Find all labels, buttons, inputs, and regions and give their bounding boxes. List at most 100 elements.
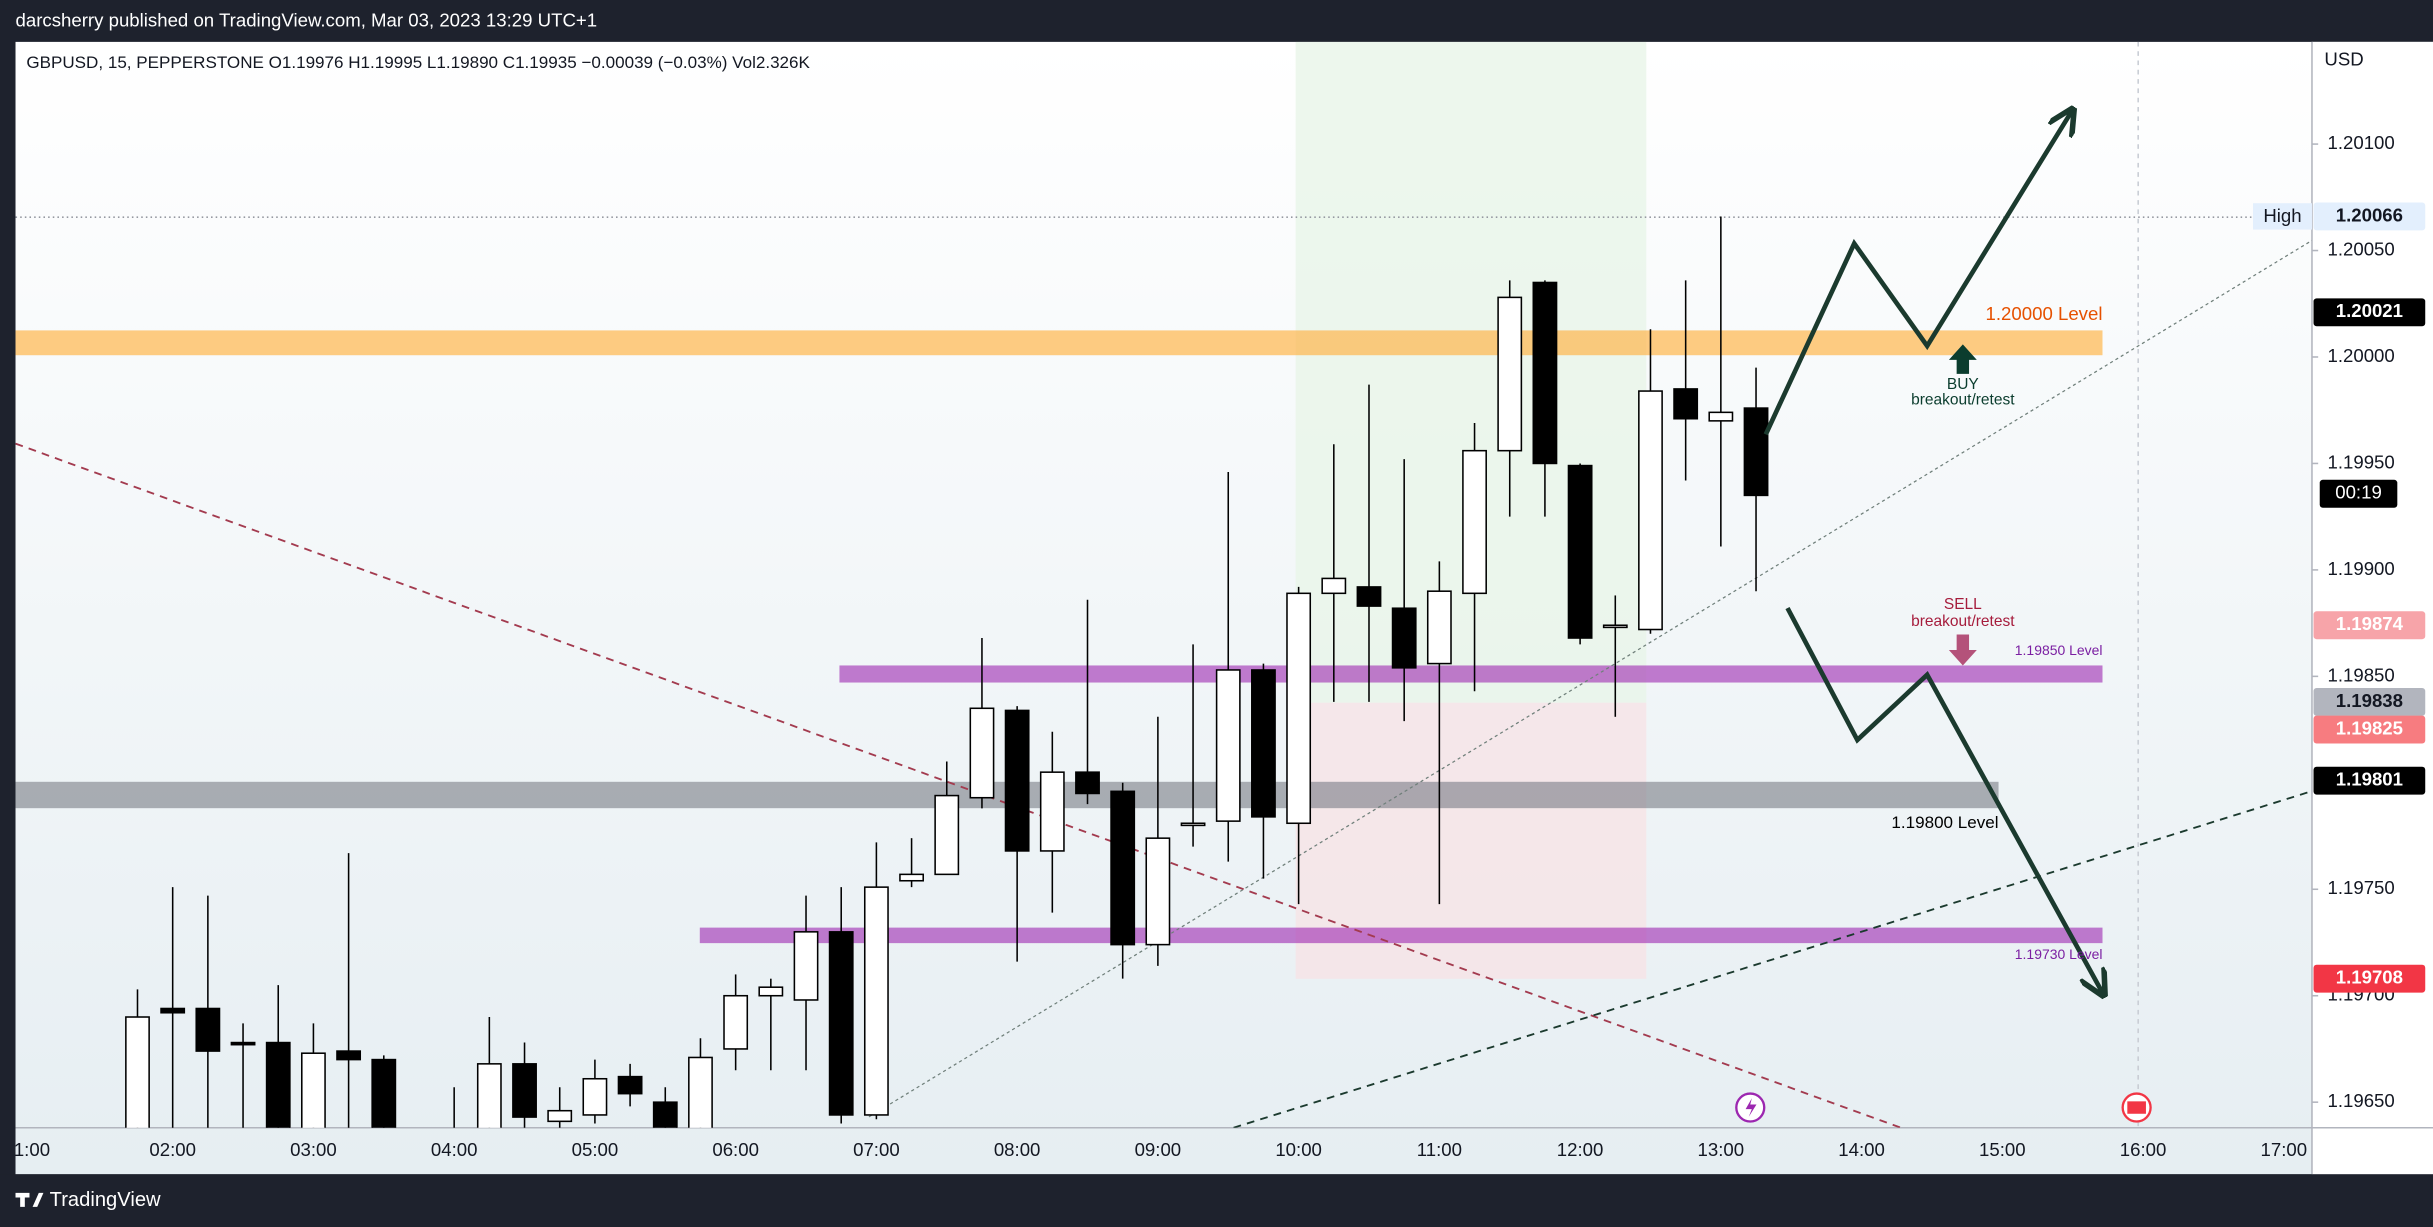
candle-body <box>1251 669 1276 818</box>
y-tick-label: 1.19850 <box>2327 664 2394 685</box>
candle-body <box>512 1063 537 1118</box>
flag <box>2127 1101 2146 1114</box>
candle-body <box>265 1041 291 1128</box>
candle-body <box>1673 388 1699 420</box>
x-tick-label: 17:00 <box>2261 1139 2308 1160</box>
sell-label: breakout/retest <box>1911 613 2015 630</box>
level-label: 1.19800 Level <box>1891 813 1998 832</box>
y-tick-label: 1.19950 <box>2327 451 2394 472</box>
price-tag <box>2313 202 2426 231</box>
buy-arrow <box>1948 344 1977 374</box>
currency: USD <box>2324 48 2363 69</box>
x-tick-label: 16:00 <box>2120 1139 2167 1160</box>
high-label: High <box>2263 205 2301 226</box>
candle-body <box>1004 709 1030 852</box>
price-tag <box>2313 715 2426 744</box>
x-tick-label: 10:00 <box>1275 1139 1322 1160</box>
publish-header: darcsherry published on TradingView.com,… <box>16 10 598 31</box>
price-tag-label: 1.19838 <box>2336 690 2403 711</box>
candle-body <box>617 1075 643 1095</box>
x-tick-label: 05:00 <box>572 1139 619 1160</box>
candle-body <box>1532 281 1558 465</box>
x-tick-label: 11:00 <box>1417 1139 1462 1160</box>
candle-body <box>1602 624 1628 629</box>
price-tag <box>2313 611 2426 640</box>
x-tick-label: 03:00 <box>290 1139 337 1160</box>
x-tick-label: 1:00 <box>14 1139 50 1160</box>
long-zone <box>1295 41 1647 703</box>
candle-body <box>195 1007 221 1052</box>
trend-line <box>868 239 2312 1118</box>
candle-body <box>1391 607 1417 669</box>
price-tag-label: 1.20021 <box>2336 300 2403 321</box>
candle-body <box>301 1052 326 1128</box>
buy-label: BUY <box>1947 376 1979 393</box>
price-tag <box>2313 298 2426 327</box>
projection-arrow <box>1763 112 2072 436</box>
level-band <box>699 927 2103 944</box>
footer-bar <box>0 1174 2433 1227</box>
x-tick-label: 04:00 <box>431 1139 478 1160</box>
candle-body <box>1356 586 1382 607</box>
buy-label: breakout/retest <box>1911 391 2015 408</box>
price-tag <box>2313 766 2426 795</box>
price-tag-label: 1.19874 <box>2336 613 2404 634</box>
x-tick-label: 13:00 <box>1698 1139 1745 1160</box>
candle-body <box>582 1077 608 1116</box>
candle-body <box>1426 590 1452 665</box>
price-tag-label: 1.20066 <box>2336 204 2403 225</box>
countdown-tag <box>2319 479 2398 508</box>
price-tag-label: 1.19801 <box>2336 769 2403 790</box>
price-tag-label: 1.19825 <box>2336 718 2403 739</box>
footer-brand: TradingView <box>50 1189 161 1211</box>
candle-body <box>1039 771 1065 852</box>
candle-body <box>793 931 819 1001</box>
candle-body <box>863 886 889 1116</box>
candle-body <box>336 1050 362 1061</box>
level-label: 1.20000 Level <box>1986 303 2103 324</box>
candle-body <box>1638 390 1663 631</box>
y-tick-label: 1.20100 <box>2327 132 2394 153</box>
candle-body <box>652 1101 678 1128</box>
candle-body <box>934 794 960 876</box>
price-tag <box>2313 687 2426 716</box>
candle-body <box>899 873 924 882</box>
candle-body <box>1708 411 1734 422</box>
candle-body <box>1497 296 1523 452</box>
candle-body <box>547 1109 573 1123</box>
level-label: 1.19730 Level <box>2015 946 2103 962</box>
price-tag <box>2313 964 2426 993</box>
y-tick-label: 1.19750 <box>2327 877 2394 898</box>
candle-body <box>688 1056 713 1128</box>
chart-background <box>15 41 2433 1175</box>
projection-arrow <box>1785 606 2103 993</box>
level-label: 1.19850 Level <box>2015 642 2103 658</box>
candle-body <box>1567 464 1593 639</box>
candle-body <box>160 1007 186 1014</box>
level-band <box>15 330 2103 356</box>
x-tick-label: 09:00 <box>1135 1139 1182 1160</box>
y-tick-label: 1.19900 <box>2327 558 2394 579</box>
candle-body <box>230 1041 256 1046</box>
candle-body <box>1286 592 1312 825</box>
candle-body <box>1321 577 1347 595</box>
x-tick-label: 08:00 <box>994 1139 1041 1160</box>
high-tag <box>2253 203 2312 230</box>
logo <box>15 1192 44 1207</box>
candle-body <box>1743 407 1769 497</box>
sell-label: SELL <box>1944 596 1982 613</box>
event-icon-glyph <box>1745 1098 1757 1117</box>
candle-body <box>125 1016 150 1128</box>
candle-body <box>371 1058 397 1128</box>
candle-body <box>1075 771 1100 795</box>
x-tick-label: 15:00 <box>1979 1139 2026 1160</box>
y-tick-label: 1.20000 <box>2327 345 2394 366</box>
x-tick-label: 12:00 <box>1557 1139 1604 1160</box>
candle-body <box>1462 449 1487 595</box>
candle-body <box>758 986 784 997</box>
drawings <box>15 41 2312 1128</box>
candles <box>125 216 1769 1128</box>
candle-body <box>1215 669 1241 822</box>
